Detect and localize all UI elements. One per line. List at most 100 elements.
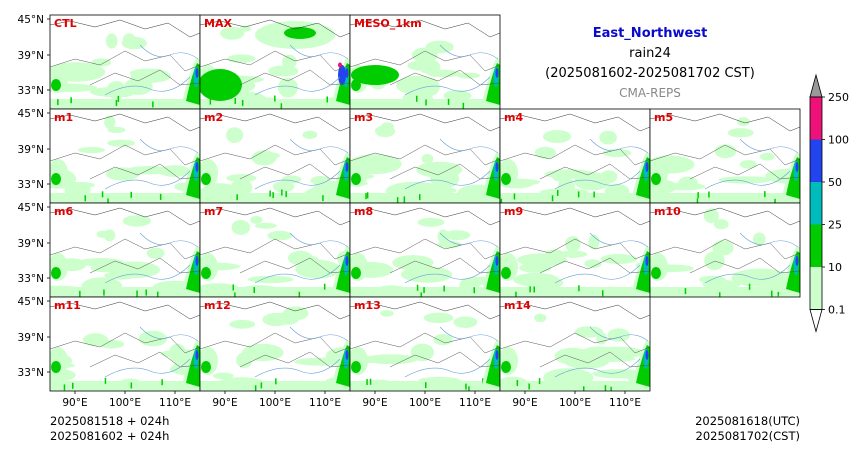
river-line	[589, 138, 649, 154]
panel-m9: m9	[499, 202, 651, 298]
rain-streak-moderate	[285, 191, 287, 198]
river-line	[589, 232, 649, 248]
rain-patch-light	[96, 230, 108, 238]
river-line	[439, 326, 499, 342]
panel-m3: m3	[349, 108, 501, 204]
rain-streak-moderate	[604, 385, 607, 391]
lat-label: 45°N	[18, 202, 44, 214]
rain-patch-light	[545, 249, 564, 258]
country-border	[350, 207, 500, 226]
rain-streak-moderate	[107, 198, 109, 203]
rain-patch-light	[727, 128, 754, 138]
country-border	[350, 113, 500, 132]
province-border	[200, 50, 350, 72]
rain-patch-light	[411, 47, 438, 63]
panel-label: m10	[654, 205, 681, 218]
rain-band-south	[50, 287, 200, 297]
region-title: East_Northwest	[593, 26, 708, 41]
rain-streak-moderate	[103, 289, 105, 296]
rain-patch-moderate	[651, 173, 661, 185]
panel-m14: m14	[499, 296, 651, 392]
rain-patch-light	[105, 167, 140, 181]
colorbar-segment	[810, 182, 822, 225]
rain-east-very-heavy	[795, 256, 799, 266]
province-border	[689, 257, 800, 274]
rain-east-very-heavy	[495, 162, 499, 172]
rain-patch-light	[105, 33, 118, 49]
panel-frame	[649, 202, 801, 298]
rain-patch-light	[565, 236, 581, 252]
rain-patch-light	[737, 117, 750, 127]
rain-patch-moderate	[351, 173, 361, 185]
source-label: CMA-REPS	[619, 86, 681, 100]
rain-streak-moderate	[272, 192, 274, 199]
panel-label: m11	[54, 299, 81, 312]
rain-patch-moderate	[351, 267, 361, 279]
panel-label: m7	[204, 205, 223, 218]
province-border	[500, 332, 650, 354]
latitude-axis-labels: 45°N 39°N 33°N 45°N 39°N 33°N 45°N 39°N 33°N 45°N…	[18, 14, 50, 379]
rain-patch-light	[584, 259, 602, 269]
rain-patch-light	[400, 266, 453, 283]
colorbar-level-label: 0.1	[828, 304, 846, 317]
rain-patch-moderate	[51, 173, 61, 185]
rain-streak-moderate	[254, 385, 257, 391]
colorbar-segment	[810, 139, 822, 182]
rain-streak-moderate	[771, 290, 773, 297]
river-line	[139, 326, 199, 342]
rain-patch-light	[272, 181, 295, 193]
river-line	[404, 358, 491, 378]
rain-patch-light	[600, 170, 618, 184]
river-line	[739, 138, 799, 154]
river-line	[104, 76, 191, 96]
lon-label: 110°E	[609, 397, 641, 409]
province-border	[50, 144, 200, 166]
rain-patch-light	[592, 369, 648, 379]
river-line	[589, 326, 649, 342]
colorbar-segment	[810, 97, 822, 140]
rain-patch-light	[599, 130, 617, 145]
rain-streak-moderate	[583, 386, 585, 391]
rain-streak-moderate	[684, 288, 687, 295]
colorbar-under-arrow	[809, 309, 823, 334]
rain-patch-light	[602, 148, 632, 157]
lon-label: 90°E	[212, 397, 237, 409]
rain-streak-moderate	[419, 194, 421, 201]
panel-label: m6	[54, 205, 73, 218]
rain-streak-moderate	[465, 383, 467, 390]
rain-patch-light	[421, 153, 434, 164]
river-line	[404, 264, 491, 284]
province-border	[239, 351, 350, 368]
rain-patch-light	[702, 279, 741, 289]
rain-patch-moderate	[284, 27, 316, 39]
rain-patch-moderate	[51, 361, 61, 373]
rain-patch-light	[242, 343, 284, 362]
rain-patch-light	[380, 310, 394, 317]
rain-patch-light	[759, 152, 775, 161]
rain-patch-light	[213, 372, 234, 380]
rain-streak-moderate	[468, 386, 470, 391]
rain-patch-light	[588, 234, 600, 250]
rain-patch-light	[731, 268, 790, 287]
rain-streak-moderate	[551, 195, 554, 202]
province-border	[239, 257, 350, 274]
rain-band-south	[200, 287, 350, 297]
province-border	[350, 50, 500, 72]
rain-patch-light	[138, 330, 167, 347]
rain-streak-moderate	[403, 196, 406, 203]
province-border	[200, 144, 350, 166]
panel-m4: m4	[499, 108, 651, 204]
rain-patch-light	[227, 54, 256, 63]
rain-streak-moderate	[423, 287, 425, 294]
province-border	[389, 163, 500, 180]
lat-label: 33°N	[18, 179, 44, 191]
river-line	[139, 44, 199, 60]
province-border	[200, 332, 350, 354]
rain-streak-moderate	[425, 99, 427, 106]
panel-m6: m6	[49, 202, 201, 298]
panel-m13: m13	[349, 296, 501, 392]
rain-band-south	[200, 381, 350, 391]
lon-label: 90°E	[62, 397, 87, 409]
rain-band-south	[350, 287, 500, 297]
rain-patch-light	[534, 146, 556, 159]
